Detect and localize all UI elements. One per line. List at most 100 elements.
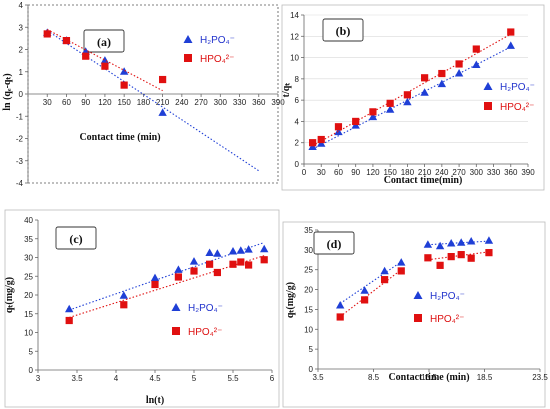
data-point-triangle (380, 266, 389, 275)
data-point-triangle (236, 246, 245, 254)
x-tick-label: 6 (270, 374, 275, 383)
x-tick-label: 330 (233, 98, 247, 107)
legend-marker-square (172, 327, 180, 335)
data-point-square (381, 276, 389, 284)
legend-marker-triangle (183, 35, 193, 43)
data-point-triangle (158, 108, 167, 116)
data-point-square (436, 261, 444, 269)
y-tick-label: 0 (29, 366, 34, 375)
data-point-square (352, 117, 360, 126)
x-tick-label: 330 (487, 168, 501, 177)
data-point-square (361, 296, 369, 304)
fit-line (46, 30, 260, 172)
panel-label: (c) (69, 232, 82, 246)
x-tick-label: 13.5 (421, 373, 437, 382)
x-tick-label: 150 (117, 98, 131, 107)
data-point-triangle (472, 60, 481, 69)
x-tick-label: 180 (137, 98, 151, 107)
x-tick-label: 3.5 (312, 373, 324, 382)
data-point-triangle (385, 105, 395, 113)
panel-frame (281, 4, 545, 191)
x-tick-label: 210 (156, 98, 170, 107)
data-point-square (101, 62, 109, 70)
y-axis-label: qₜ(mg/g) (285, 282, 296, 318)
data-point-square (467, 254, 475, 262)
panel-d: 3.5 8.5 13.5 18.5 23.5 0 5 10 15 20 25 30 35 Contact … (282, 221, 548, 408)
data-point-triangle (336, 300, 345, 309)
legend-label: H₂PO₄⁻ (200, 35, 235, 46)
y-tick-label: 30 (304, 246, 313, 255)
panel-label-box (322, 18, 364, 42)
data-point-triangle (189, 257, 199, 265)
legend-marker-triangle (413, 291, 423, 299)
x-tick-label: 210 (418, 168, 432, 177)
y-tick-label: 5 (29, 347, 34, 356)
x-tick-label: 270 (452, 168, 466, 177)
data-point-square (386, 99, 394, 107)
data-point-triangle (484, 236, 494, 244)
data-point-triangle (174, 265, 183, 273)
data-point-square (507, 28, 515, 36)
data-point-square (397, 267, 405, 275)
data-point-square (424, 254, 432, 262)
x-tick-label: 0 (302, 168, 307, 177)
y-tick-label: -4 (16, 179, 24, 188)
y-tick-label: -2 (16, 135, 24, 144)
data-point-square (120, 81, 128, 89)
panel-frame (282, 221, 546, 408)
data-point-triangle (466, 237, 476, 245)
data-point-square (190, 267, 198, 275)
y-tick-label: 0 (295, 160, 300, 169)
x-tick-label: 90 (351, 168, 360, 177)
data-point-square (206, 260, 214, 268)
x-tick-label: 3 (36, 374, 41, 383)
panel-label-box (55, 226, 97, 250)
y-tick-label: 5 (309, 345, 314, 354)
x-tick-label: 30 (43, 98, 52, 107)
data-point-square (120, 301, 128, 309)
data-point-triangle (456, 238, 466, 246)
y-tick-label: 35 (304, 226, 313, 235)
data-point-square (82, 52, 90, 60)
panel-c: 3 3.5 4 4.5 5 5.5 6 0 5 10 15 20 25 30 35 40 ln(t) qₜ(mg/… (4, 209, 280, 408)
panel-label: (b) (336, 24, 351, 38)
y-tick-label: -3 (16, 157, 24, 166)
x-tick-label: 120 (98, 98, 112, 107)
y-tick-label: 30 (24, 254, 33, 263)
data-point-triangle (420, 88, 429, 96)
x-tick-label: 23.5 (532, 373, 548, 382)
x-tick-label: 360 (252, 98, 266, 107)
data-point-square (213, 268, 221, 277)
panel-a: 30 60 90 120 150 180 210 240 270 300 330 360 390-4-3… (2, 1, 285, 188)
y-tick-label: 40 (24, 216, 33, 225)
data-point-triangle (65, 304, 74, 313)
y-tick-label: 15 (304, 305, 313, 314)
data-point-square (309, 139, 317, 147)
y-tick-label: 2 (295, 139, 300, 148)
x-tick-label: 300 (470, 168, 484, 177)
x-tick-label: 120 (366, 168, 380, 177)
x-tick-label: 60 (62, 98, 71, 107)
x-tick-label: 60 (334, 168, 343, 177)
legend-marker-triangle (483, 82, 493, 90)
x-tick-label: 150 (383, 168, 397, 177)
y-tick-label: 20 (304, 286, 313, 295)
x-tick-label: 270 (194, 98, 208, 107)
y-tick-label: 4 (19, 1, 24, 10)
y-tick-label: 0 (19, 90, 24, 99)
data-point-triangle (360, 286, 369, 294)
panel-frame (27, 4, 279, 184)
legend-marker-triangle (171, 303, 181, 311)
data-point-square (334, 123, 343, 131)
x-tick-label: 240 (435, 168, 449, 177)
panel-label: (d) (327, 237, 342, 251)
data-point-triangle (506, 41, 515, 49)
x-tick-label: 30 (317, 168, 326, 177)
data-point-square (245, 261, 253, 269)
data-point-square (336, 313, 344, 321)
y-tick-label: 35 (24, 235, 33, 244)
y-tick-label: 8 (295, 75, 300, 84)
y-tick-label: 25 (24, 272, 33, 281)
y-tick-label: 4 (295, 117, 300, 126)
x-tick-label: 360 (504, 168, 518, 177)
